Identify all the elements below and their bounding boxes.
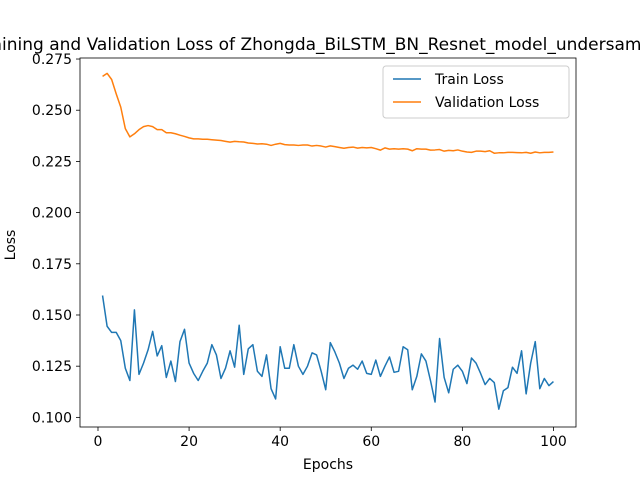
legend-box — [382, 65, 570, 119]
y-tick-label: 0.275 — [32, 52, 72, 68]
y-tick-label: 0.125 — [32, 359, 72, 375]
legend-label: Train Loss — [434, 72, 504, 88]
x-tick-label: 0 — [94, 434, 103, 450]
x-tick-label: 80 — [453, 434, 471, 450]
y-axis-label: Loss — [3, 230, 19, 261]
plot-frame — [79, 57, 577, 428]
x-tick-label: 40 — [271, 434, 289, 450]
x-tick-label: 60 — [362, 434, 380, 450]
y-tick-label: 0.225 — [32, 154, 72, 170]
y-tick-label: 0.175 — [32, 257, 72, 273]
axes-area: 0 20 40 60 80 100 0.100 0.125 0.150 0.175 0.200 0.2… — [32, 52, 577, 450]
series-line-validation-loss — [102, 72, 554, 154]
series-line-train-loss — [101, 295, 554, 410]
y-tick-label: 0.150 — [32, 308, 72, 324]
chart-title: Training and Validation Loss of Zhongda_… — [0, 35, 640, 55]
x-tick-label: 100 — [540, 434, 567, 450]
legend-label: Validation Loss — [435, 95, 539, 111]
y-tick-label: 0.100 — [32, 410, 72, 426]
y-tick-label: 0.200 — [32, 206, 72, 222]
x-axis-label: Epochs — [303, 457, 353, 473]
x-tick-label: 20 — [180, 434, 198, 450]
y-tick-label: 0.250 — [32, 103, 72, 119]
